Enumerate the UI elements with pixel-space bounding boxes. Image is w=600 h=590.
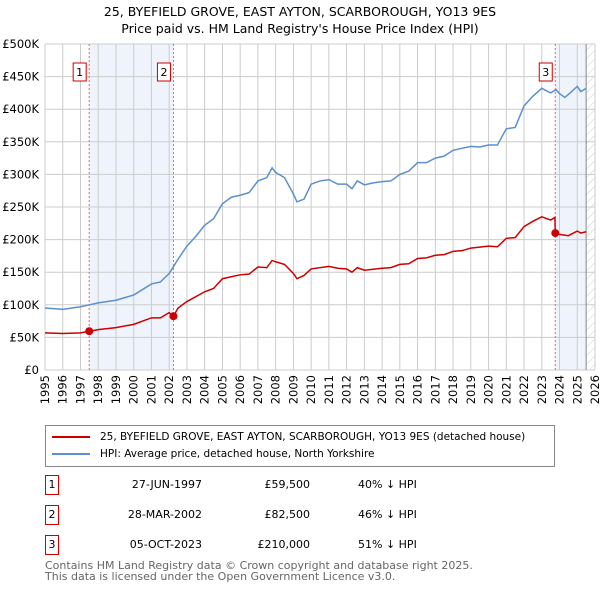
sale-label-1: 1 [72, 62, 87, 82]
x-tick-label: 2015 [393, 375, 407, 404]
x-tick-label: 2022 [517, 375, 531, 404]
legend-label: 25, BYEFIELD GROVE, EAST AYTON, SCARBORO… [100, 431, 526, 443]
x-tick-label: 2009 [286, 375, 300, 404]
price-chart: 1995 1996 1997 1998 1999 2000 2001 2002 2003 2004… [2, 37, 600, 404]
transaction-date: 05-OCT-2023 [129, 538, 202, 551]
y-tick-label: £300K [2, 167, 39, 181]
x-tick-label: 2020 [482, 375, 496, 404]
x-tick-label: 2018 [446, 375, 460, 404]
sale-point [551, 229, 560, 238]
x-tick-label: 1996 [56, 375, 70, 404]
footer-licence: This data is licensed under the Open Gov… [45, 570, 396, 583]
hpi-line [44, 85, 587, 311]
sale-label-box [156, 62, 171, 82]
footer-copyright: Contains HM Land Registry data © Crown c… [45, 559, 473, 572]
footer: Contains HM Land Registry data © Crown c… [45, 560, 473, 582]
x-tick-label: 2010 [304, 375, 318, 404]
sale-label-box [538, 62, 553, 82]
x-tick-label: 2014 [375, 375, 389, 404]
legend: 25, BYEFIELD GROVE, EAST AYTON, SCARBORO… [45, 425, 555, 467]
chart-title: 25, BYEFIELD GROVE, EAST AYTON, SCARBORO… [103, 4, 497, 19]
x-tick-label: 2006 [233, 375, 247, 404]
sale-label-text: 3 [542, 66, 549, 79]
x-tick-label: 2003 [180, 375, 194, 404]
transaction-number: 1 [45, 475, 59, 495]
x-tick-label: 2008 [269, 375, 283, 404]
y-tick-label: £100K [2, 298, 39, 312]
transaction-hpi-diff: 46% ↓ HPI [358, 508, 417, 521]
x-tick-label: 2017 [428, 375, 442, 404]
transaction-number: 2 [45, 505, 59, 525]
sale-label-2: 2 [156, 62, 171, 82]
x-tick-label: 2021 [499, 375, 513, 404]
x-tick-label: 2023 [535, 375, 549, 404]
y-tick-label: £450K [2, 70, 39, 84]
x-tick-label: 2004 [198, 375, 212, 404]
transaction-price: £82,500 [264, 508, 311, 521]
transaction-date: 27-JUN-1997 [131, 478, 202, 491]
x-tick-label: 2013 [357, 375, 371, 404]
x-tick-label: 2019 [464, 375, 478, 404]
y-tick-label: £250K [2, 200, 39, 214]
transaction-number: 3 [45, 535, 59, 555]
legend-swatch-blue [52, 453, 90, 455]
legend-swatch-red [52, 436, 90, 438]
legend-item-hpi: HPI: Average price, detached house, Nort… [52, 448, 375, 460]
x-tick-label: 2007 [251, 375, 265, 404]
sale-point [169, 312, 178, 321]
transaction-price: £59,500 [264, 478, 311, 491]
x-tick-label: 1995 [38, 375, 52, 404]
x-tick-label: 2025 [570, 375, 584, 404]
transaction-price: £210,000 [257, 538, 311, 551]
x-tick-label: 2024 [553, 375, 567, 404]
y-tick-label: £50K [10, 330, 40, 344]
sale-label-3: 3 [538, 62, 553, 82]
x-tick-label: 2026 [588, 375, 600, 404]
x-tick-label: 1997 [73, 375, 87, 404]
y-tick-label: £150K [2, 265, 39, 279]
x-tick-label: 2002 [162, 375, 176, 404]
transaction-hpi-diff: 51% ↓ HPI [358, 538, 417, 551]
x-tick-label: 2012 [340, 375, 354, 404]
x-tick-label: 1999 [109, 375, 123, 404]
x-tick-label: 2016 [411, 375, 425, 404]
x-tick-label: 2001 [144, 375, 158, 404]
legend-item-property: 25, BYEFIELD GROVE, EAST AYTON, SCARBORO… [52, 431, 525, 443]
sale-label-box [72, 62, 87, 82]
y-tick-label: £350K [2, 135, 39, 149]
sale-label-text: 2 [160, 66, 167, 79]
y-tick-label: £200K [2, 233, 39, 247]
legend-label: HPI: Average price, detached house, Nort… [100, 448, 375, 460]
x-tick-label: 2011 [322, 375, 336, 404]
transaction-hpi-diff: 40% ↓ HPI [358, 478, 417, 491]
sale-label-text: 1 [76, 66, 83, 79]
x-tick-label: 2000 [127, 375, 141, 404]
x-tick-label: 1998 [91, 375, 105, 404]
x-tick-label: 2005 [215, 375, 229, 404]
sale-point [85, 327, 94, 336]
y-tick-label: £500K [2, 37, 39, 51]
y-tick-label: £0 [24, 363, 39, 377]
chart-subtitle: Price paid vs. HM Land Registry's House … [121, 21, 479, 36]
transaction-date: 28-MAR-2002 [127, 508, 202, 521]
y-tick-label: £400K [2, 102, 39, 116]
